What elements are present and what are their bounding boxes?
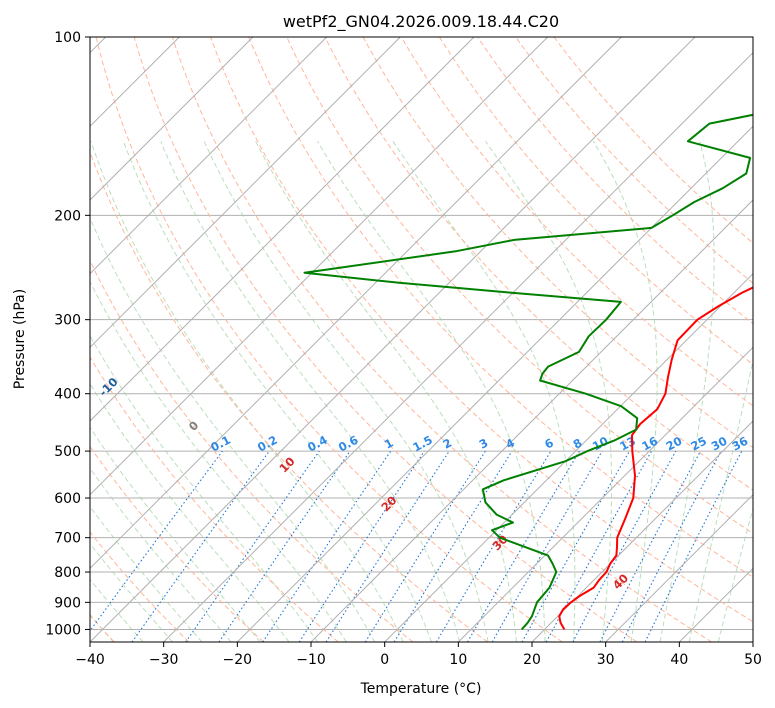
dry-adiabat [171, 37, 712, 642]
x-tick-label: −10 [296, 652, 326, 668]
moist-adiabat [392, 141, 576, 642]
x-tick-label: 20 [523, 652, 541, 668]
plot-frame [89, 36, 754, 643]
x-axis-title: Temperature (°C) [360, 681, 482, 697]
x-tick-label: −40 [75, 652, 105, 668]
isotherm-line [90, 37, 622, 570]
dry-adiabat [362, 37, 753, 449]
moist-adiabat [90, 578, 144, 642]
moist-adiabat [90, 280, 347, 642]
dewpoint-profile [303, 113, 753, 631]
moist-adiabat [592, 141, 658, 642]
dry-adiabat [90, 531, 190, 642]
x-tick-label: −30 [149, 652, 179, 668]
dry-adiabats [90, 37, 753, 642]
mixing-ratio-line [131, 450, 270, 642]
dry-adiabat [477, 37, 753, 325]
isotherm-line [310, 199, 753, 642]
grid-layer [90, 37, 753, 630]
profiles [303, 113, 753, 631]
mixing-ratio-line [325, 450, 450, 642]
moist-adiabat [90, 505, 203, 642]
moist-adiabat [485, 141, 613, 642]
y-tick-label: 500 [54, 444, 81, 460]
mixing-ratio-line [644, 450, 743, 642]
moist-adiabat [688, 358, 753, 642]
y-axis: 100 200 300 400 500 600 700 800 900 1000 [45, 30, 90, 638]
isotherm-line [236, 125, 753, 642]
moist-adiabat [90, 467, 232, 642]
mixing-ratio-label: 20 [664, 434, 685, 454]
isotherm-line [605, 493, 753, 642]
y-tick-label: 900 [54, 595, 81, 611]
moist-adiabat [203, 141, 489, 642]
isotherm-line [90, 37, 475, 422]
mixing-ratio-label: 25 [688, 434, 709, 454]
dry-adiabat [286, 37, 753, 534]
mixing-ratio-line [262, 450, 392, 642]
moist-adiabat [90, 542, 173, 642]
mixing-ratio-line [545, 450, 653, 642]
mixing-ratio-line [572, 450, 677, 642]
dry-adiabat [90, 150, 488, 642]
dry-adiabat [324, 37, 753, 491]
y-tick-label: 600 [54, 491, 81, 507]
isotherm-line [90, 37, 549, 496]
y-tick-label: 700 [54, 531, 81, 547]
y-axis-title: Pressure (hPa) [12, 289, 28, 389]
mixing-ratio-line [218, 450, 351, 642]
dry-adiabat [438, 37, 753, 365]
moist-adiabat [659, 141, 715, 642]
mixing-ratio-label: 16 [639, 434, 660, 454]
y-tick-label: 800 [54, 565, 81, 581]
x-tick-label: 10 [449, 652, 467, 668]
y-tick-label: 300 [54, 313, 81, 329]
isotherm-line [90, 37, 401, 349]
moist-adiabat [717, 506, 753, 642]
isotherm-line [90, 37, 254, 201]
dry-adiabat [90, 259, 414, 642]
y-tick-label: 100 [54, 30, 81, 46]
x-tick-label: 30 [597, 652, 615, 668]
moist-adiabat [90, 216, 376, 642]
x-tick-label: 40 [670, 652, 688, 668]
chart-title: wetPf2_GN04.2026.009.18.44.C20 [283, 12, 559, 32]
plot-area: 0.10.20.40.611.52346810131620253036-100-… [90, 37, 753, 642]
x-tick-label: 0 [380, 652, 389, 668]
skewed-isotherms [90, 37, 753, 642]
moist-adiabat [90, 334, 319, 642]
y-tick-label: 1000 [45, 622, 81, 638]
dry-adiabat [90, 356, 339, 642]
isotherm-line [457, 346, 753, 642]
moist-adiabat [90, 426, 261, 642]
temperature-profile [558, 286, 753, 630]
dry-adiabat [209, 37, 753, 623]
mixing-ratio-label: 36 [730, 434, 751, 454]
y-tick-label: 200 [54, 208, 81, 224]
x-axis: −40 −30 −20 −10 0 10 20 30 40 50 [75, 642, 762, 668]
mixing-ratio-line [521, 450, 630, 642]
mixing-ratio-label: 30 [709, 434, 730, 454]
isotherm-line [531, 420, 753, 642]
isotherm-line [384, 272, 753, 642]
mixing-ratio-line [90, 450, 223, 632]
moist-adiabat [160, 141, 461, 642]
mixing-ratio-line [185, 450, 320, 642]
isotherm-line [163, 51, 753, 642]
isotherm-line [90, 37, 696, 642]
moist-adiabat [123, 141, 432, 642]
mixing-ratio-line [298, 450, 425, 642]
dry-adiabat [90, 445, 264, 642]
isotherm-line [90, 37, 328, 275]
x-tick-label: 50 [744, 652, 762, 668]
dry-adiabat [95, 37, 563, 642]
y-tick-label: 400 [54, 387, 81, 403]
x-tick-label: −20 [223, 652, 253, 668]
mixing-ratio-lines [90, 450, 743, 642]
moist-adiabat [90, 382, 290, 642]
moist-adiabat [90, 141, 404, 642]
